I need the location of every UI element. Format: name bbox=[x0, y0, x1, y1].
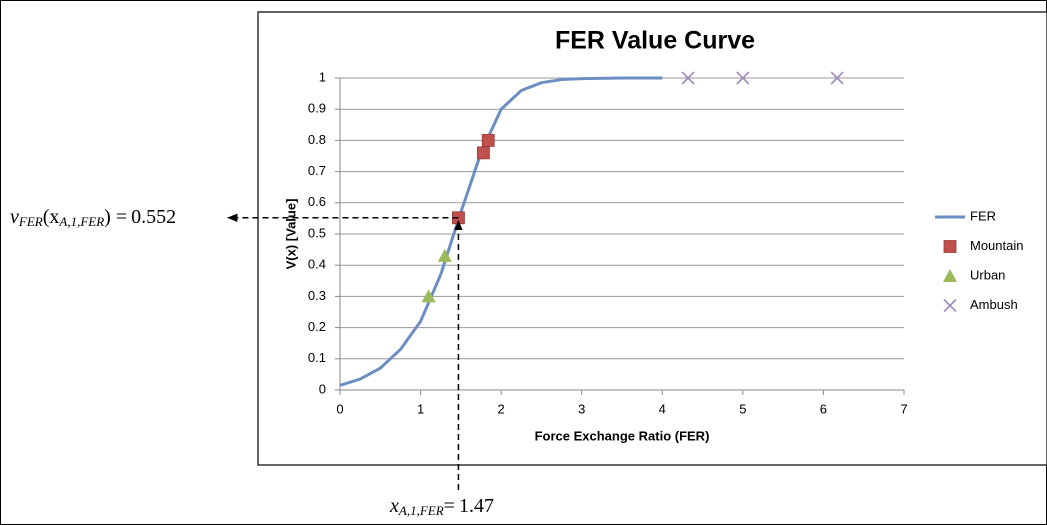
y-tick-label: 0.9 bbox=[308, 101, 326, 116]
y-tick-label: 0.4 bbox=[308, 257, 326, 272]
note-part: A,1,FER bbox=[398, 503, 444, 518]
note-part: (x bbox=[43, 205, 60, 227]
y-axis-label: V(x) [Value] bbox=[283, 199, 298, 270]
x-tick-label: 4 bbox=[659, 401, 666, 416]
note-value: 0.552 bbox=[131, 205, 176, 227]
square-marker bbox=[943, 240, 957, 253]
legend-label: Urban bbox=[970, 267, 1005, 282]
y-tick-label: 0.6 bbox=[308, 194, 326, 209]
triangle-marker bbox=[437, 248, 452, 262]
value-note: vFER(xA,1,FER) = 0.552 bbox=[10, 205, 176, 228]
y-tick-label: 0.3 bbox=[308, 288, 326, 303]
note-part: = bbox=[444, 495, 455, 517]
note-part: A,1,FER bbox=[58, 214, 104, 229]
legend-label: Mountain bbox=[970, 238, 1023, 253]
triangle-marker bbox=[943, 269, 957, 282]
y-tick-label: 0.1 bbox=[308, 350, 326, 365]
x-tick-label: 6 bbox=[820, 401, 827, 416]
square-marker bbox=[481, 133, 495, 147]
cross-marker bbox=[830, 71, 844, 85]
x-note: xA,1,FER= 1.47 bbox=[389, 495, 494, 518]
x-tick-label: 3 bbox=[578, 401, 585, 416]
note-part: FER bbox=[18, 214, 43, 229]
note-part: ) = bbox=[104, 205, 127, 227]
chart-title: FER Value Curve bbox=[555, 27, 755, 55]
x-tick-label: 5 bbox=[739, 401, 746, 416]
legend-label: Ambush bbox=[970, 297, 1018, 312]
note-value: 1.47 bbox=[459, 495, 494, 517]
x-tick-label: 7 bbox=[900, 401, 907, 416]
square-marker bbox=[477, 146, 490, 160]
x-tick-label: 0 bbox=[336, 401, 343, 416]
note-part: v bbox=[10, 205, 19, 227]
note-part: x bbox=[389, 495, 399, 517]
x-tick-label: 2 bbox=[498, 401, 505, 416]
x-tick-label: 1 bbox=[417, 401, 424, 416]
cross-marker bbox=[736, 71, 750, 85]
y-tick-label: 0.7 bbox=[308, 163, 326, 178]
legend-label: FER bbox=[970, 208, 996, 223]
cross-marker bbox=[943, 298, 957, 313]
y-tick-label: 0.2 bbox=[308, 319, 326, 334]
chart-box bbox=[257, 11, 1047, 466]
y-tick-label: 0.5 bbox=[308, 225, 326, 240]
y-tick-label: 0.8 bbox=[308, 132, 326, 147]
y-tick-label: 0 bbox=[319, 381, 326, 396]
y-tick-label: 1 bbox=[319, 69, 326, 84]
cross-marker bbox=[681, 71, 695, 85]
triangle-marker bbox=[421, 289, 436, 303]
x-axis-label: Force Exchange Ratio (FER) bbox=[535, 428, 710, 443]
